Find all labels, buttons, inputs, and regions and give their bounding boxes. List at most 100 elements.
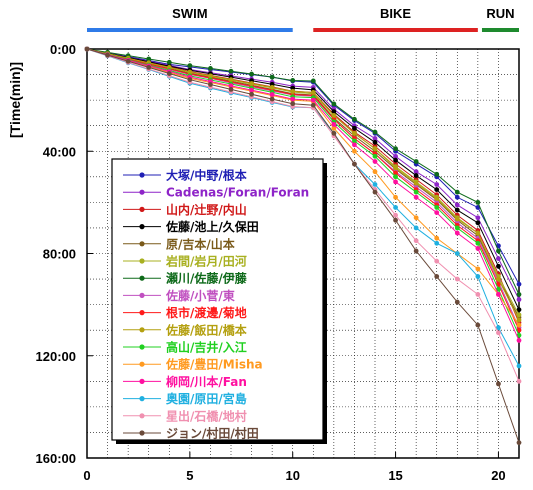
y-axis-title: [Time(min)] xyxy=(7,62,23,138)
legend-label-6: 瀬川/佐藤/伊藤 xyxy=(165,271,248,286)
legend-marker-0 xyxy=(139,172,145,178)
series-3-point-21 xyxy=(516,307,522,313)
series-8-point-21 xyxy=(516,327,522,333)
series-1-point-19 xyxy=(475,215,481,221)
series-15-point-6 xyxy=(208,82,213,87)
legend-label-15: ジョン/村田/村田 xyxy=(166,426,259,441)
series-group xyxy=(84,46,522,446)
series-1-point-15 xyxy=(393,153,398,159)
series-6-point-8 xyxy=(249,71,254,77)
series-12-point-17 xyxy=(434,210,440,216)
x-tick-label-4: 20 xyxy=(491,468,505,483)
series-6-point-12 xyxy=(331,101,337,107)
legend-label-0: 大塚/中野/根本 xyxy=(166,168,247,183)
series-line-9 xyxy=(86,48,520,321)
series-line-1 xyxy=(86,48,520,300)
series-12 xyxy=(84,46,522,343)
series-14-point-19 xyxy=(475,292,481,297)
series-15-point-7 xyxy=(228,86,234,92)
series-12-point-11 xyxy=(310,97,316,103)
series-3-point-10 xyxy=(290,85,296,91)
legend-marker-6 xyxy=(139,275,145,281)
series-15-point-16 xyxy=(413,248,419,254)
series-0-point-18 xyxy=(454,194,460,200)
series-6-point-18 xyxy=(454,189,460,195)
series-line-11 xyxy=(86,48,520,326)
legend-marker-14 xyxy=(139,413,145,419)
series-6-point-6 xyxy=(208,66,213,71)
series-9-point-12 xyxy=(331,113,337,118)
legend-label-12: 柳岡/川本/Fan xyxy=(166,374,247,389)
series-12-point-7 xyxy=(228,83,234,89)
series-15-point-21 xyxy=(516,440,522,446)
series-15-point-20 xyxy=(496,381,501,387)
legend-label-13: 奥園/原田/宮島 xyxy=(166,391,247,406)
series-15-point-2 xyxy=(125,58,131,64)
series-6-point-17 xyxy=(434,171,440,177)
series-11-point-19 xyxy=(475,266,481,272)
series-13-point-21 xyxy=(516,363,522,369)
series-15-point-10 xyxy=(290,101,296,107)
series-line-3 xyxy=(86,48,520,310)
series-3-point-12 xyxy=(331,109,337,115)
series-6-point-9 xyxy=(269,74,275,80)
series-10-point-13 xyxy=(352,138,357,144)
series-line-0 xyxy=(86,48,520,285)
series-6-point-15 xyxy=(393,146,398,152)
series-3-point-19 xyxy=(475,220,481,226)
series-9-point-13 xyxy=(352,130,357,136)
series-line-10 xyxy=(86,48,520,336)
series-9-point-18 xyxy=(454,216,460,222)
series-15-point-8 xyxy=(249,91,254,97)
legend-marker-8 xyxy=(139,310,145,316)
series-3-point-17 xyxy=(434,187,440,192)
series-9-point-21 xyxy=(516,317,522,323)
series-9-point-14 xyxy=(372,146,378,152)
series-3-point-13 xyxy=(352,125,357,131)
legend-label-7: 佐藤/小菅/東 xyxy=(165,288,235,303)
legend-label-4: 原/吉本/山本 xyxy=(166,236,235,251)
series-5-point-21 xyxy=(516,312,522,318)
series-14-point-16 xyxy=(413,238,419,244)
series-9-point-10 xyxy=(290,89,296,94)
legend: 大塚/中野/根本 Cadenas/Foran/Foran 山内/辻野/内山佐藤/池上… xyxy=(111,158,327,444)
series-13-point-17 xyxy=(434,240,440,246)
legend-marker-9 xyxy=(139,327,145,333)
legend-marker-4 xyxy=(139,241,145,247)
series-13-point-15 xyxy=(393,205,398,210)
y-tick-label-2: 80:00 xyxy=(43,247,76,262)
series-14-point-20 xyxy=(496,330,501,336)
axis-ticks: 0 5 10 15 20 0:00 40:00 80:00 120:00 160:00 xyxy=(36,42,506,483)
series-6-point-14 xyxy=(372,129,378,135)
series-6-point-4 xyxy=(166,59,172,65)
stage-bars: SWIM BIKE RUN xyxy=(87,6,519,32)
series-11-point-16 xyxy=(413,215,419,221)
series-12-point-15 xyxy=(393,179,398,185)
legend-label-5: 岩間/岩月/田河 xyxy=(165,254,247,269)
series-15 xyxy=(84,46,522,446)
series-11-point-13 xyxy=(352,148,357,154)
series-12-point-19 xyxy=(475,245,481,251)
legend-label-3: 佐藤/池上/久保田 xyxy=(165,219,259,234)
series-13-point-18 xyxy=(454,251,460,256)
series-11-point-17 xyxy=(434,235,440,241)
series-14-point-21 xyxy=(516,378,522,384)
series-9-point-15 xyxy=(393,165,398,171)
series-12-point-16 xyxy=(413,194,419,200)
legend-label-9: 佐藤/飯田/橋本 xyxy=(165,322,247,337)
x-tick-label-0: 0 xyxy=(83,468,90,483)
series-12-point-10 xyxy=(290,96,296,102)
series-15-point-18 xyxy=(454,299,460,305)
legend-marker-10 xyxy=(139,344,145,350)
stage-label-1: BIKE xyxy=(380,6,411,21)
series-13-point-20 xyxy=(496,325,501,331)
series-6-point-5 xyxy=(187,63,193,69)
y-tick-label-1: 40:00 xyxy=(43,144,76,159)
series-9-point-19 xyxy=(475,230,481,236)
series-15-point-4 xyxy=(166,71,172,76)
series-13-point-16 xyxy=(413,225,419,231)
x-tick-label-3: 15 xyxy=(388,468,402,483)
x-tick-label-1: 5 xyxy=(186,468,193,483)
legend-label-1: Cadenas/Foran/Foran xyxy=(166,186,309,200)
series-9-point-9 xyxy=(269,84,275,90)
